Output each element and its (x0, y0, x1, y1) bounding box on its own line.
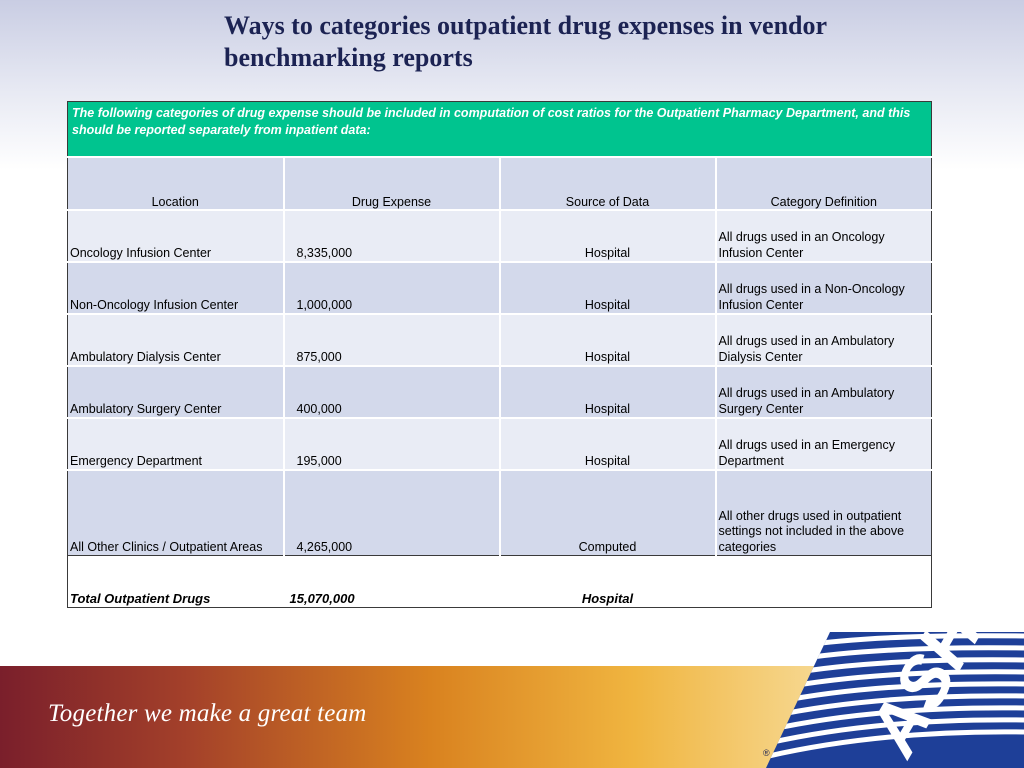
cell-location: Ambulatory Dialysis Center (67, 313, 285, 366)
cell-source: Hospital (499, 417, 717, 470)
header-source-of-data: Source of Data (499, 157, 717, 210)
cell-location: Ambulatory Surgery Center (67, 365, 285, 418)
cell-source: Computed (499, 469, 717, 556)
cell-drug-expense: 8,335,000 (283, 209, 501, 262)
header-drug-expense: Drug Expense (283, 157, 501, 210)
cell-definition: All drugs used in an Ambulatory Dialysis… (715, 313, 932, 366)
table-row: Ambulatory Surgery Center 400,000 Hospit… (67, 365, 932, 418)
total-drug-expense: 15,070,000 (283, 555, 500, 608)
table-row: All Other Clinics / Outpatient Areas 4,2… (67, 469, 932, 556)
cell-definition: All other drugs used in outpatient setti… (715, 469, 932, 556)
header-location: Location (67, 157, 285, 210)
cell-drug-expense: 1,000,000 (283, 261, 501, 314)
cell-drug-expense: 875,000 (283, 313, 501, 366)
cell-source: Hospital (499, 365, 717, 418)
cell-definition: All drugs used in a Non-Oncology Infusio… (715, 261, 932, 314)
table-header-row: Location Drug Expense Source of Data Cat… (67, 157, 932, 210)
table-intro-text: The following categories of drug expense… (67, 101, 932, 158)
cell-definition: All drugs used in an Oncology Infusion C… (715, 209, 932, 262)
cell-location: Emergency Department (67, 417, 285, 470)
cell-definition: All drugs used in an Ambulatory Surgery … (715, 365, 932, 418)
cell-location: Non-Oncology Infusion Center (67, 261, 285, 314)
table-intro-row: The following categories of drug expense… (67, 101, 932, 158)
cell-source: Hospital (499, 261, 717, 314)
slide-title: Ways to categories outpatient drug expen… (224, 11, 827, 72)
cell-location: Oncology Infusion Center (67, 209, 285, 262)
cell-location: All Other Clinics / Outpatient Areas (67, 469, 285, 556)
total-definition (715, 555, 932, 608)
footer-tagline: Together we make a great team (48, 700, 367, 727)
table-row: Non-Oncology Infusion Center 1,000,000 H… (67, 261, 932, 314)
total-label: Total Outpatient Drugs (67, 555, 284, 608)
header-category-definition: Category Definition (715, 157, 932, 210)
cell-source: Hospital (499, 209, 717, 262)
table-row: Emergency Department 195,000 Hospital Al… (67, 417, 932, 470)
total-source: Hospital (499, 555, 716, 608)
registered-mark: ® (763, 748, 770, 758)
cell-drug-expense: 400,000 (283, 365, 501, 418)
cell-source: Hospital (499, 313, 717, 366)
cell-drug-expense: 4,265,000 (283, 469, 501, 556)
table-total-row: Total Outpatient Drugs 15,070,000 Hospit… (67, 555, 932, 608)
table-row: Oncology Infusion Center 8,335,000 Hospi… (67, 209, 932, 262)
cell-drug-expense: 195,000 (283, 417, 501, 470)
cell-definition: All drugs used in an Emergency Departmen… (715, 417, 932, 470)
table-row: Ambulatory Dialysis Center 875,000 Hospi… (67, 313, 932, 366)
benchmark-table: The following categories of drug expense… (67, 101, 932, 608)
ashp-logo: ASHP (766, 632, 1024, 768)
